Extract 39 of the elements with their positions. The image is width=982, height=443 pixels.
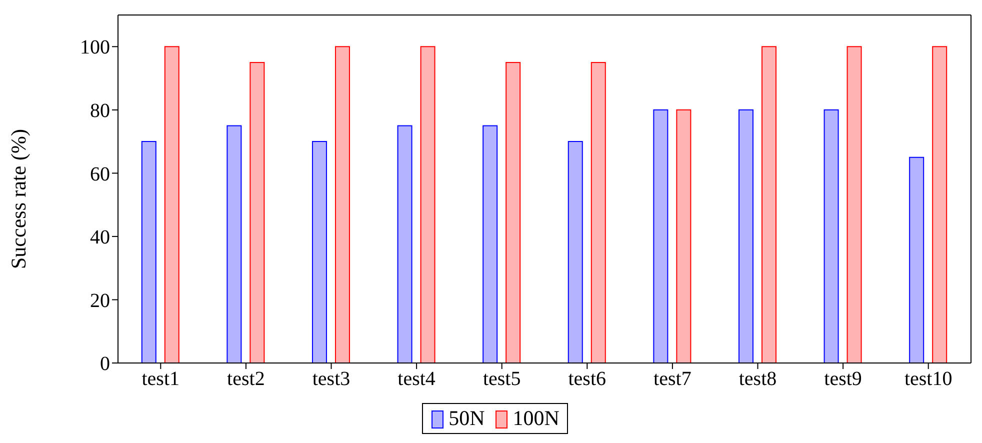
bar bbox=[506, 62, 521, 363]
y-tick-label: 100 bbox=[80, 36, 110, 59]
x-tick-label: test5 bbox=[482, 368, 521, 390]
legend-label: 50N bbox=[448, 406, 485, 431]
y-tick-label: 40 bbox=[90, 226, 110, 249]
x-tick-label: test3 bbox=[312, 368, 350, 390]
bar bbox=[397, 125, 412, 363]
bar bbox=[653, 109, 668, 363]
y-axis-title: Success rate (%) bbox=[6, 129, 30, 269]
bar bbox=[164, 46, 180, 363]
bar bbox=[141, 141, 156, 363]
bar bbox=[676, 109, 692, 363]
bar bbox=[568, 141, 583, 363]
x-tick-label: test9 bbox=[824, 368, 862, 390]
bar bbox=[909, 156, 924, 363]
x-tick-label: test7 bbox=[654, 368, 692, 390]
bar bbox=[312, 141, 327, 363]
bar bbox=[226, 125, 242, 363]
bar bbox=[761, 46, 776, 363]
bar bbox=[738, 109, 754, 363]
x-tick-label: test2 bbox=[227, 368, 265, 390]
x-tick-label: test6 bbox=[568, 368, 606, 390]
bar bbox=[590, 62, 606, 363]
y-tick-label: 80 bbox=[90, 100, 110, 122]
bar bbox=[420, 46, 436, 363]
legend-label: 100N bbox=[512, 406, 560, 431]
x-tick-label: test10 bbox=[904, 368, 952, 390]
y-tick-label: 60 bbox=[90, 163, 110, 186]
x-tick-label: test1 bbox=[142, 368, 180, 390]
bar bbox=[932, 46, 948, 363]
bar bbox=[250, 62, 265, 363]
x-tick-label: test8 bbox=[738, 368, 777, 390]
bar bbox=[482, 125, 498, 363]
y-tick-label: 20 bbox=[90, 290, 110, 312]
bar bbox=[824, 109, 839, 363]
bar bbox=[846, 46, 862, 363]
y-tick-label: 0 bbox=[100, 353, 110, 376]
x-tick-label: test4 bbox=[398, 368, 436, 390]
bar bbox=[334, 46, 350, 363]
